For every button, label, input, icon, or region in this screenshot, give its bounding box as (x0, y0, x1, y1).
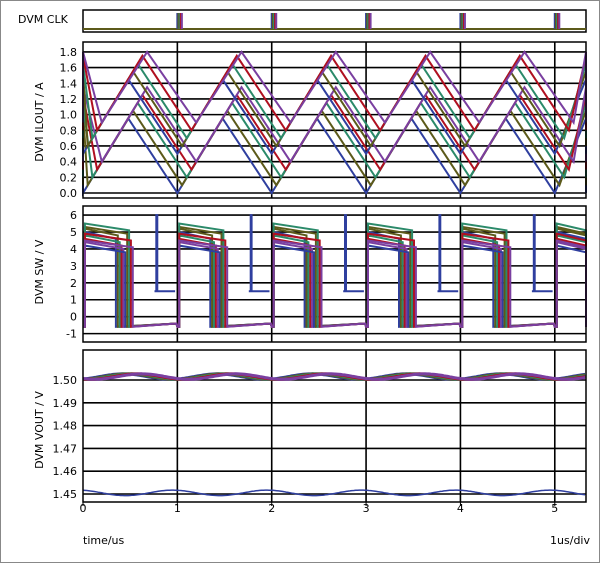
vout-lower-trace (82, 489, 586, 497)
clk-ylabel: DVM CLK (18, 13, 69, 26)
sw-ytick-7: 6 (70, 209, 77, 222)
sw-ytick-6: 5 (70, 226, 77, 239)
clk-panel: DVM CLK (18, 9, 587, 33)
x-tick-3: 3 (363, 502, 370, 515)
ilout-ytick-3: 0.6 (60, 140, 78, 153)
x-ticks: 0 1 2 3 4 5 (80, 502, 558, 515)
ilout-ytick-6: 1.2 (60, 93, 78, 106)
x-tick-4: 4 (457, 502, 464, 515)
sw-plot-border (82, 205, 587, 343)
vout-series-4 (82, 372, 586, 381)
sw-panel: DVM SW / V -1 0 1 2 3 4 5 6 (33, 205, 587, 343)
ilout-plot-border (82, 41, 587, 199)
ilout-ytick-2: 0.4 (60, 156, 78, 169)
ilout-panel: DVM ILOUT / A 0.0 0.2 0.4 0.6 0.8 1.0 1.2 1.4 1.… (33, 41, 587, 200)
ilout-yticks: 0.0 0.2 0.4 0.6 0.8 1.0 1.2 1.4 1.6 1.8 (60, 46, 78, 200)
vout-ytick-2: 1.47 (53, 442, 78, 455)
ilout-ytick-5: 1.0 (60, 109, 78, 122)
sw-series-9 (83, 239, 587, 328)
scale-label: 1us/div (550, 534, 590, 547)
vout-ytick-1: 1.46 (53, 465, 78, 478)
vout-yticks: 1.45 1.46 1.47 1.48 1.49 1.50 (53, 374, 78, 501)
sw-yticks: -1 0 1 2 3 4 5 6 (66, 209, 77, 341)
x-tick-0: 0 (80, 502, 87, 515)
sw-ytick-0: -1 (66, 328, 77, 341)
ilout-ytick-4: 0.8 (60, 124, 78, 137)
sw-traces (83, 214, 587, 328)
sw-spike-3 (437, 214, 459, 293)
ilout-ytick-0: 0.0 (60, 187, 78, 200)
ilout-ytick-1: 0.2 (60, 171, 78, 184)
x-axis-label: time/us (83, 534, 125, 547)
vout-ytick-0: 1.45 (53, 488, 78, 501)
sw-ytick-1: 0 (70, 311, 77, 324)
ilout-traces (82, 50, 587, 197)
sw-ylabel: DVM SW / V (33, 239, 46, 304)
vout-ylabel: DVM VOUT / V (33, 391, 46, 469)
ilout-ytick-9: 1.8 (60, 46, 78, 59)
sw-ytick-2: 1 (70, 294, 77, 307)
vout-ytick-5: 1.50 (53, 374, 78, 387)
sw-spike-1 (248, 214, 270, 293)
vout-plot-border (82, 349, 587, 503)
sw-grid (83, 206, 586, 342)
x-tick-2: 2 (268, 502, 275, 515)
sw-ytick-5: 4 (70, 243, 77, 256)
sw-ytick-3: 2 (70, 277, 77, 290)
vout-ytick-3: 1.48 (53, 420, 78, 433)
ilout-ylabel: DVM ILOUT / A (33, 82, 46, 162)
vout-ytick-4: 1.49 (53, 397, 78, 410)
x-tick-5: 5 (551, 502, 558, 515)
sw-spike-4 (531, 214, 553, 293)
vout-traces (82, 372, 586, 497)
sw-ytick-4: 3 (70, 260, 77, 273)
ilout-series-1 (82, 108, 587, 189)
ilout-ytick-7: 1.4 (60, 77, 78, 90)
sw-spike-0 (154, 214, 176, 293)
clk-plot-border (82, 9, 587, 33)
clk-traces (83, 13, 586, 30)
x-tick-1: 1 (174, 502, 181, 515)
sw-spike-2 (343, 214, 364, 293)
ilout-ytick-8: 1.6 (60, 62, 78, 75)
